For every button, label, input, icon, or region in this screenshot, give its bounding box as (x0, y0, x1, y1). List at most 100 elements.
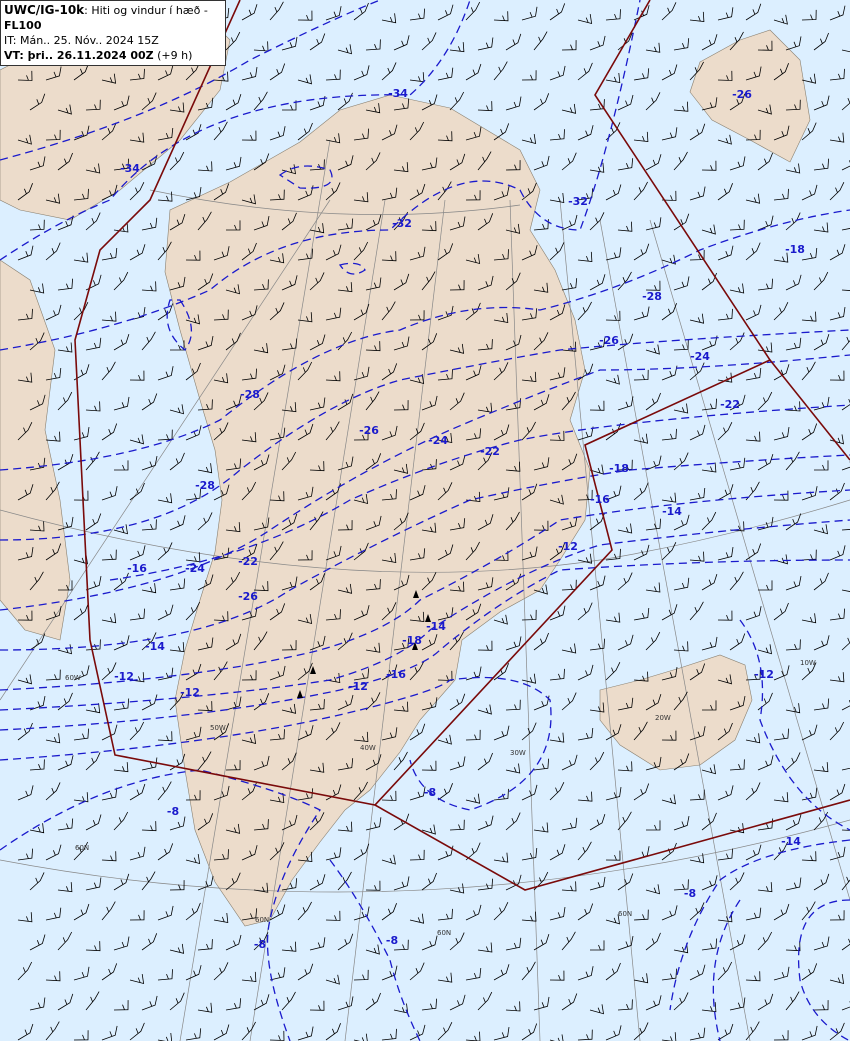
wind-barb (605, 310, 621, 321)
wind-barb (673, 816, 690, 831)
wind-barb (589, 575, 606, 591)
wind-barb (269, 729, 285, 741)
wind-barb (533, 996, 550, 1011)
wind-barb (841, 829, 850, 831)
wind-barb (381, 903, 397, 921)
wind-barb (157, 366, 174, 381)
contour-label: -26 (599, 334, 619, 347)
wind-barb (689, 11, 705, 22)
wind-barb (353, 2, 369, 21)
wind-barb (814, 460, 829, 471)
wind-barb (449, 454, 466, 471)
wind-barb (269, 1, 284, 21)
wind-barb (213, 71, 229, 82)
contour-label: -18 (785, 243, 805, 256)
wind-barb (701, 573, 718, 591)
wind-barb (801, 122, 817, 141)
contour-label: -14 (781, 835, 801, 848)
wind-barb (589, 702, 605, 713)
wind-barb (633, 544, 650, 561)
wind-barb (493, 902, 509, 921)
mountain-peak-markers (297, 590, 431, 698)
graticule-label: 60N (255, 916, 269, 924)
wind-barb (505, 511, 520, 531)
wind-barb (297, 74, 312, 85)
wind-barb (309, 397, 326, 411)
wind-barb (253, 153, 270, 171)
wind-barb (673, 943, 689, 954)
wind-barb (617, 333, 634, 351)
wind-barb (353, 668, 370, 681)
wind-barb (717, 308, 733, 321)
wind-barb (493, 11, 509, 22)
wind-barb (253, 994, 270, 1011)
wind-barb (521, 134, 537, 145)
wind-barb (381, 489, 397, 501)
wind-barb (241, 734, 257, 745)
wind-barb (505, 699, 521, 711)
wind-barb (409, 121, 425, 141)
wind-barb (673, 514, 690, 531)
wind-barb (409, 661, 424, 681)
wind-barb (29, 571, 44, 591)
wind-barb (633, 482, 649, 501)
wind-barb (589, 400, 605, 411)
wind-barb (197, 751, 212, 771)
wind-barb (813, 936, 830, 951)
wind-barb (689, 123, 706, 141)
wind-barb (101, 901, 116, 921)
wind-barb (113, 572, 129, 591)
wind-barb (689, 789, 705, 801)
wind-barb (281, 36, 298, 51)
wind-barb (449, 518, 466, 531)
wind-barb (141, 632, 157, 651)
wind-barb (577, 62, 593, 81)
wind-barb (253, 91, 268, 111)
wind-barb (129, 132, 145, 143)
wind-barb (185, 902, 201, 921)
wind-barb (617, 697, 634, 711)
wind-barb (533, 394, 550, 411)
wind-barb (281, 703, 297, 714)
wind-barb (437, 972, 453, 983)
wind-barb (297, 851, 313, 862)
wind-barb (505, 937, 522, 951)
wind-barb (549, 844, 566, 861)
wind-barb (449, 994, 466, 1011)
wind-barb (717, 134, 732, 145)
wind-barb (421, 572, 437, 591)
wind-barb (253, 882, 269, 893)
wind-barb (645, 344, 660, 355)
wind-barb (281, 576, 298, 591)
wind-barb (225, 633, 242, 651)
wind-barb (577, 791, 593, 802)
wind-barb (533, 520, 549, 531)
wind-barb (533, 155, 550, 171)
wind-barb (213, 422, 229, 441)
wind-barb (73, 792, 89, 803)
wind-barb (773, 841, 789, 861)
wind-barb (645, 932, 661, 951)
wind-barb (381, 664, 398, 681)
wind-barb (337, 282, 353, 293)
wind-barb (365, 944, 380, 955)
wind-barb (281, 814, 298, 831)
wind-barb (141, 217, 158, 231)
wind-barb (661, 2, 677, 21)
wind-barb (225, 934, 242, 951)
wind-barb (337, 44, 352, 55)
valid-time-line: VT: þri.. 26.11.2024 00Z (+9 h) (4, 48, 221, 63)
wind-barb (673, 151, 688, 171)
wind-barb (253, 343, 269, 354)
wind-barb (197, 97, 214, 111)
wind-barb (101, 963, 118, 981)
wind-barb (213, 962, 229, 981)
iceland (599, 654, 753, 771)
wind-barb (393, 400, 409, 411)
wind-barb (493, 61, 508, 81)
wind-barb (325, 1023, 341, 1041)
wind-barb (645, 631, 661, 651)
wind-barb (617, 761, 633, 772)
wind-barb (225, 522, 241, 533)
